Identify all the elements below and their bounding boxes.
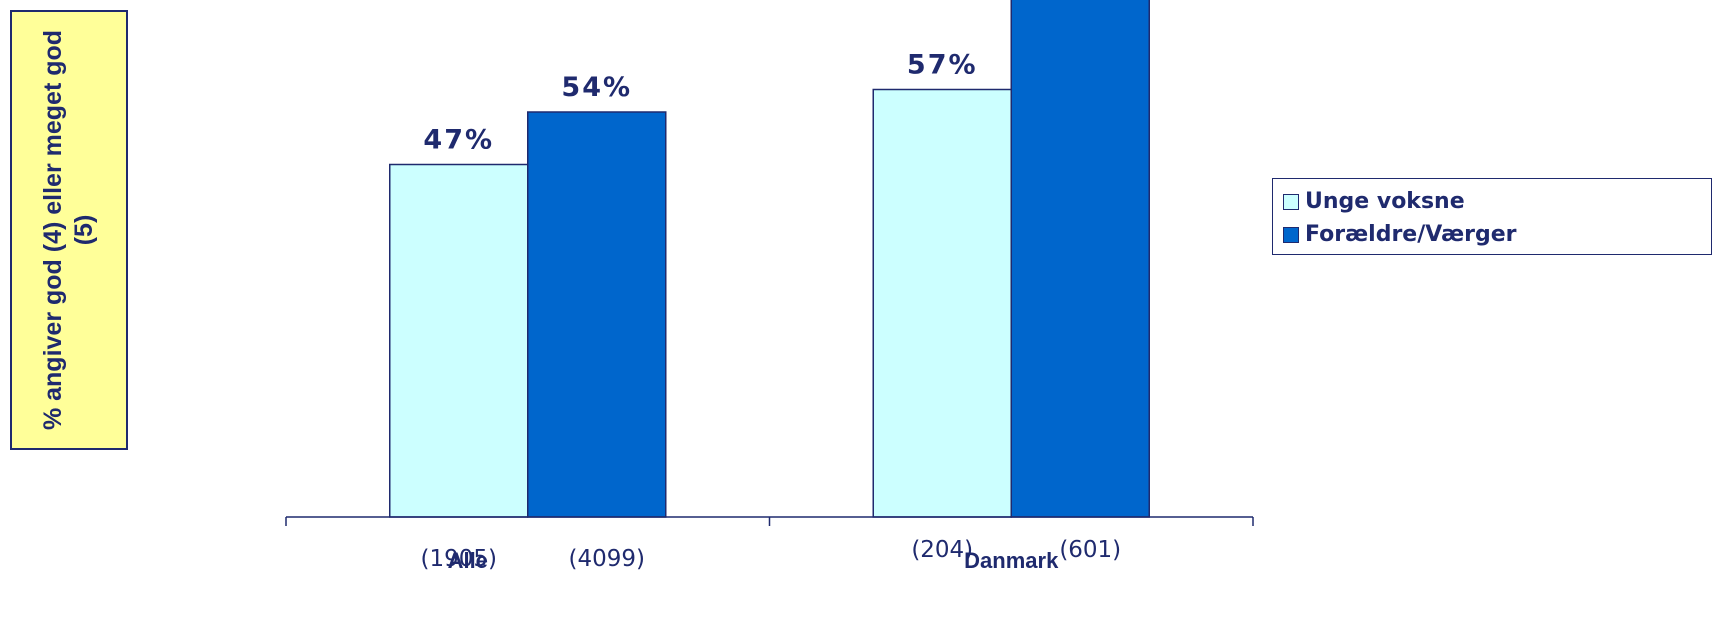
legend-label-unge-voksne: Unge voksne [1305,189,1465,214]
legend-item-foraeldre-vaerger: Forældre/Værger [1283,218,1711,251]
legend-label-foraeldre-vaerger: Forældre/Værger [1305,222,1517,247]
bar-foraeldre-vaerger-danmark [1010,0,1150,518]
legend-item-unge-voksne: Unge voksne [1283,185,1711,218]
legend: Unge voksne Forældre/Værger [1272,178,1712,255]
legend-swatch-foraeldre-vaerger [1283,226,1299,243]
bar-unge-voksne-alle [389,163,529,518]
bar-foraeldre-vaerger-alle [527,111,667,518]
bar-unge-voksne-danmark [872,88,1012,518]
category-label-danmark: Danmark [964,548,1059,573]
data-label-unge-voksne-alle: 47% [423,125,494,156]
count-label-unge-voksne-alle: (1905) [421,546,497,572]
data-label-unge-voksne-danmark: 57% [907,50,978,81]
count-label-foraeldre-vaerger-danmark: (601) [1059,537,1121,563]
y-axis-label-box: % angiver god (4) eller meget god (5) [10,10,128,450]
data-label-foraeldre-vaerger-alle: 54% [561,72,632,103]
category-label-alle: Alle [448,548,488,573]
count-label-foraeldre-vaerger-alle: (4099) [569,546,645,572]
legend-swatch-unge-voksne [1283,193,1299,210]
count-label-unge-voksne-danmark: (204) [911,537,973,563]
